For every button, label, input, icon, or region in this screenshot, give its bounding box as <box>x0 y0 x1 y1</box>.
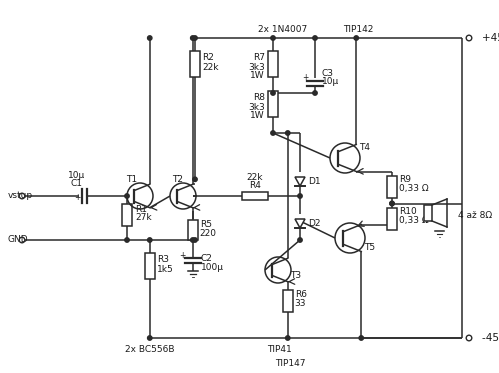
Circle shape <box>390 201 394 206</box>
Text: 27k: 27k <box>135 213 152 223</box>
Circle shape <box>191 238 195 242</box>
Bar <box>268 91 278 117</box>
Bar <box>424 205 432 221</box>
Text: 33: 33 <box>295 299 306 308</box>
Text: 2x 1N4007: 2x 1N4007 <box>258 25 307 34</box>
Text: vstup: vstup <box>8 191 33 201</box>
Text: T2: T2 <box>173 175 184 184</box>
Text: TIP142: TIP142 <box>343 25 373 34</box>
Circle shape <box>390 201 394 206</box>
Text: R4: R4 <box>249 182 261 191</box>
Polygon shape <box>295 219 305 228</box>
Text: R5: R5 <box>200 220 212 229</box>
Text: 3k3: 3k3 <box>248 63 265 72</box>
Text: T1: T1 <box>126 175 138 184</box>
Text: +: + <box>302 73 308 82</box>
Text: 10µ: 10µ <box>322 78 339 87</box>
Text: 1W: 1W <box>250 112 265 120</box>
Text: T5: T5 <box>364 244 376 253</box>
Text: 22k: 22k <box>247 172 263 182</box>
Bar <box>242 192 268 200</box>
Text: T3: T3 <box>290 270 301 279</box>
Text: 220: 220 <box>200 229 217 238</box>
Text: +: + <box>74 192 80 201</box>
Bar <box>188 220 198 240</box>
Text: -45 V: -45 V <box>482 333 499 343</box>
Circle shape <box>193 36 197 40</box>
Text: D1: D1 <box>308 176 321 185</box>
Text: C1: C1 <box>71 179 83 188</box>
Bar <box>387 207 397 229</box>
Text: TIP147: TIP147 <box>275 358 306 367</box>
Text: R9: R9 <box>399 175 411 184</box>
Circle shape <box>125 238 129 242</box>
Text: R2: R2 <box>202 53 214 63</box>
Circle shape <box>313 91 317 95</box>
Circle shape <box>359 336 363 340</box>
Circle shape <box>148 36 152 40</box>
Text: R6: R6 <box>295 290 307 299</box>
Text: 100µ: 100µ <box>201 263 224 272</box>
Text: 22k: 22k <box>202 63 219 72</box>
Circle shape <box>193 238 197 242</box>
Text: R3: R3 <box>157 256 169 264</box>
Text: 1k5: 1k5 <box>157 266 174 275</box>
Circle shape <box>191 36 195 40</box>
Polygon shape <box>295 177 305 186</box>
Bar <box>283 290 293 312</box>
Circle shape <box>148 238 152 242</box>
Text: D2: D2 <box>308 219 320 228</box>
Bar <box>387 176 397 197</box>
Circle shape <box>193 177 197 182</box>
Circle shape <box>298 238 302 242</box>
Text: 1W: 1W <box>250 72 265 81</box>
Text: R10: R10 <box>399 207 417 216</box>
Text: 2x BC556B: 2x BC556B <box>125 345 175 354</box>
Circle shape <box>271 36 275 40</box>
Circle shape <box>148 336 152 340</box>
Circle shape <box>354 36 358 40</box>
Circle shape <box>271 131 275 135</box>
Text: T4: T4 <box>359 144 370 153</box>
Circle shape <box>313 36 317 40</box>
Text: R7: R7 <box>253 53 265 63</box>
Text: R8: R8 <box>253 94 265 103</box>
Text: +: + <box>180 251 186 260</box>
Circle shape <box>285 131 290 135</box>
Circle shape <box>298 194 302 198</box>
Bar <box>190 51 200 77</box>
Text: R1: R1 <box>135 206 147 214</box>
Bar <box>145 253 155 279</box>
Text: 10µ: 10µ <box>68 170 86 179</box>
Text: C2: C2 <box>201 254 213 263</box>
Text: 0,33 Ω: 0,33 Ω <box>399 216 429 225</box>
Circle shape <box>125 194 129 198</box>
Bar <box>268 51 278 77</box>
Circle shape <box>285 336 290 340</box>
Text: TIP41: TIP41 <box>267 345 292 354</box>
Text: 3k3: 3k3 <box>248 103 265 112</box>
Text: +45 V: +45 V <box>482 33 499 43</box>
Text: GND: GND <box>8 235 28 244</box>
Text: C3: C3 <box>322 69 334 78</box>
Bar <box>122 204 132 226</box>
Circle shape <box>271 91 275 95</box>
Text: 4 až 8Ω: 4 až 8Ω <box>458 211 492 220</box>
Text: 0,33 Ω: 0,33 Ω <box>399 184 429 193</box>
